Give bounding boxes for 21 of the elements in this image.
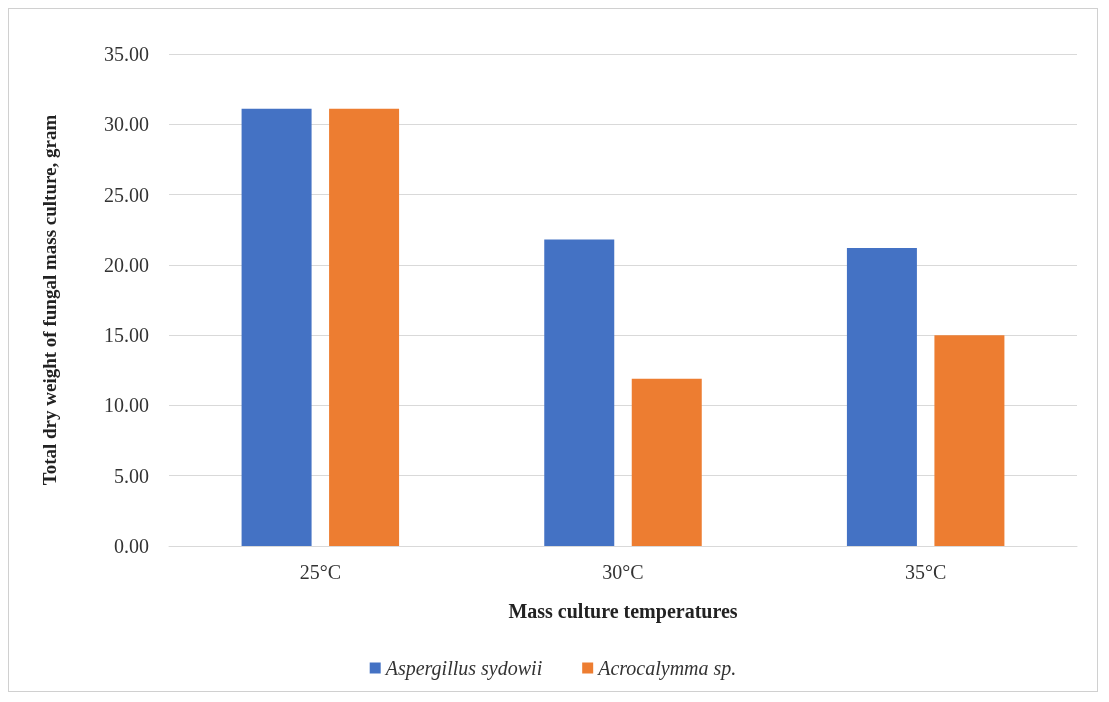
y-tick-label: 10.00 — [104, 394, 149, 417]
legend-label: Acrocalymma sp. — [596, 657, 737, 680]
bar — [934, 335, 1005, 546]
y-tick-label: 30.00 — [104, 113, 149, 136]
x-tick-label: 35°C — [904, 561, 947, 583]
bar — [544, 239, 615, 546]
bar — [846, 247, 917, 546]
x-tick-label: 30°C — [602, 561, 644, 583]
y-tick-label: 0.00 — [114, 535, 149, 557]
y-axis-title: Total dry weight of fungal mass culture, gram — [39, 114, 60, 486]
y-tick-label: 15.00 — [104, 324, 149, 347]
y-tick-label: 20.00 — [104, 253, 149, 276]
y-tick-label: 35.00 — [104, 43, 149, 65]
bar — [631, 378, 702, 546]
y-tick-label: 5.00 — [114, 464, 149, 487]
x-axis-title: Mass culture temperatures — [508, 600, 738, 623]
y-tick-label: 25.00 — [104, 183, 149, 206]
x-tick-label: 25°C — [299, 561, 342, 583]
bar — [241, 108, 312, 546]
legend-label: Aspergillus sydowii — [383, 657, 543, 680]
bar — [329, 108, 400, 546]
